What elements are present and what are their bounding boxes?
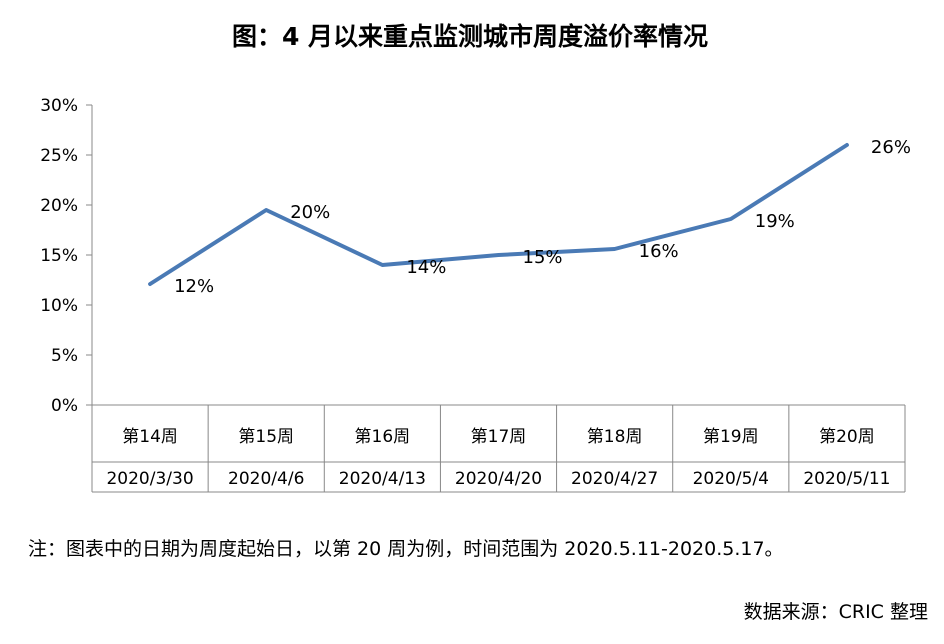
y-tick-label: 30% bbox=[40, 96, 78, 116]
data-label: 16% bbox=[639, 241, 679, 262]
x-category-date: 2020/4/27 bbox=[571, 469, 658, 489]
x-category-week: 第15周 bbox=[238, 427, 294, 447]
y-tick-label: 15% bbox=[40, 246, 78, 266]
x-category-week: 第18周 bbox=[587, 427, 643, 447]
x-axis: 第14周 2020/3/30 第15周 2020/4/6 第16周 2020/4/13 第1… bbox=[91, 404, 906, 493]
x-category-date: 2020/5/4 bbox=[693, 469, 769, 489]
data-label: 12% bbox=[174, 276, 214, 297]
x-category-date: 2020/4/6 bbox=[228, 469, 304, 489]
data-label: 19% bbox=[755, 211, 795, 232]
footnote: 注：图表中的日期为周度起始日，以第 20 周为例，时间范围为 2020.5.11… bbox=[28, 538, 784, 560]
data-label: 20% bbox=[290, 202, 330, 223]
data-label: 26% bbox=[871, 137, 911, 158]
y-axis: 0% 5% 10% 15% 20% 25% 30% bbox=[40, 96, 93, 492]
y-tick-label: 25% bbox=[40, 146, 78, 166]
y-tick-label: 20% bbox=[40, 196, 78, 216]
x-category-date: 2020/4/13 bbox=[339, 469, 426, 489]
x-category-week: 第14周 bbox=[122, 427, 178, 447]
y-tick-label: 0% bbox=[51, 396, 78, 416]
x-category-week: 第20周 bbox=[819, 427, 875, 447]
x-category-date: 2020/5/11 bbox=[803, 469, 890, 489]
series-line bbox=[148, 143, 849, 286]
y-tick-label: 10% bbox=[40, 296, 78, 316]
source-credit: 数据来源：CRIC 整理 bbox=[743, 601, 928, 623]
line-chart: 图：4 月以来重点监测城市周度溢价率情况 0% 5% 10% 15% 20% 25% 30%… bbox=[40, 22, 911, 493]
x-category-week: 第17周 bbox=[471, 427, 527, 447]
x-category-date: 2020/3/30 bbox=[106, 469, 193, 489]
x-category-week: 第19周 bbox=[703, 427, 759, 447]
data-label: 15% bbox=[523, 247, 563, 268]
series-polyline bbox=[148, 143, 849, 286]
data-label: 14% bbox=[406, 257, 446, 278]
chart-title: 图：4 月以来重点监测城市周度溢价率情况 bbox=[232, 22, 708, 51]
x-category-date: 2020/4/20 bbox=[455, 469, 542, 489]
y-tick-label: 5% bbox=[51, 346, 78, 366]
x-category-week: 第16周 bbox=[355, 427, 411, 447]
data-labels: 12% 20% 14% 15% 16% 19% 26% bbox=[174, 137, 911, 297]
